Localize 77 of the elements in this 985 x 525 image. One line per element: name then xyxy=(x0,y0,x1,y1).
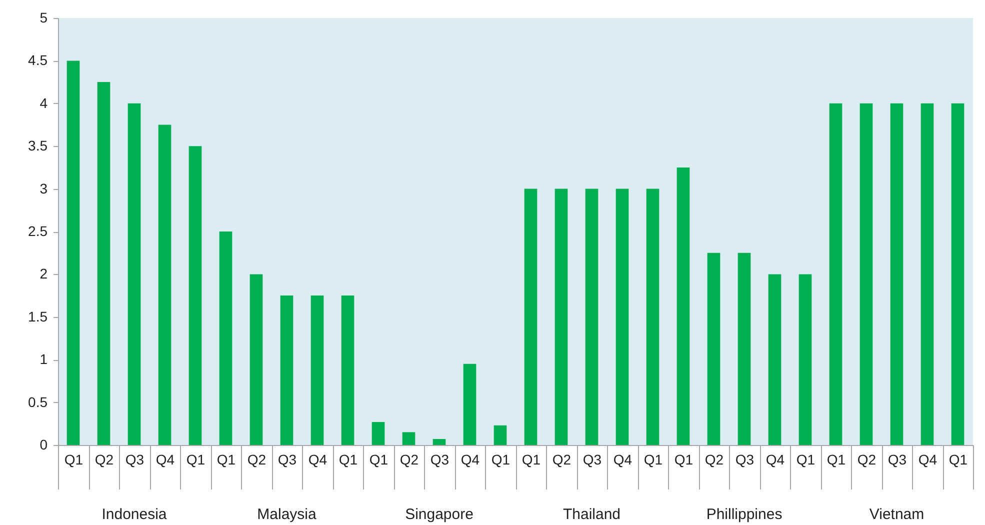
bar xyxy=(310,296,324,445)
x-tick-label: Q1 xyxy=(644,452,663,468)
bar xyxy=(280,296,294,445)
x-tick-label: Q2 xyxy=(400,452,419,468)
x-tick-label: Q4 xyxy=(613,452,632,468)
bar xyxy=(646,188,660,445)
bar xyxy=(768,274,782,445)
x-tick-label: Q2 xyxy=(94,452,114,468)
text: Thailand xyxy=(562,506,621,523)
bar xyxy=(158,124,172,445)
x-tick-label: Q1 xyxy=(338,452,358,468)
bar xyxy=(402,432,416,445)
bar xyxy=(951,103,964,445)
x-tick-label: Q1 xyxy=(369,452,388,468)
bar xyxy=(250,274,263,445)
x-tick-label: Q3 xyxy=(888,452,907,468)
x-tick-label: Q1 xyxy=(216,452,236,468)
bar xyxy=(494,425,507,445)
x-tick-label: Q4 xyxy=(918,452,938,468)
text: Singapore xyxy=(405,506,474,523)
text: Indonesia xyxy=(102,506,168,523)
y-tick-label: 2 xyxy=(40,266,48,282)
x-tick-label: Q3 xyxy=(125,452,144,468)
y-tick-label: 1.5 xyxy=(28,308,48,324)
bar xyxy=(890,103,904,445)
bar xyxy=(188,146,202,445)
bar xyxy=(676,167,690,445)
bar xyxy=(798,274,812,445)
bar xyxy=(128,103,141,445)
bar xyxy=(432,439,446,445)
bar xyxy=(372,422,385,445)
text: Vietnam xyxy=(869,506,924,523)
bar xyxy=(341,296,354,445)
y-tick-label: 3 xyxy=(40,180,48,196)
text: Phillippines xyxy=(706,506,782,523)
x-tick-label: Q1 xyxy=(948,452,968,468)
x-tick-label: Q3 xyxy=(430,452,450,468)
y-tick-label: 1 xyxy=(40,351,48,368)
x-tick-label: Q1 xyxy=(186,452,206,468)
x-tick-label: Q3 xyxy=(278,452,297,468)
bar xyxy=(554,188,568,445)
y-tick-label: 0 xyxy=(40,436,48,452)
x-tick-label: Q4 xyxy=(766,452,785,468)
x-tick-label: Q4 xyxy=(308,452,328,468)
bar xyxy=(97,82,110,445)
y-tick-label: 0.5 xyxy=(28,394,48,410)
y-tick-label: 4 xyxy=(40,94,48,111)
bar xyxy=(66,60,80,445)
bar xyxy=(219,232,232,445)
y-tick-label: 2.5 xyxy=(28,223,48,239)
bar xyxy=(585,188,598,445)
x-tick-label: Q1 xyxy=(826,452,846,468)
bar xyxy=(738,252,751,445)
x-tick-label: Q3 xyxy=(582,452,602,468)
x-tick-label: Q1 xyxy=(674,452,694,468)
x-tick-label: Q3 xyxy=(735,452,754,468)
x-tick-label: Q2 xyxy=(857,452,876,468)
bar xyxy=(463,364,476,445)
x-tick-label: Q2 xyxy=(552,452,572,468)
x-tick-label: Q4 xyxy=(460,452,480,468)
y-tick-label: 3.5 xyxy=(28,138,48,154)
x-tick-label: Q1 xyxy=(64,452,84,468)
bar xyxy=(616,188,629,445)
y-tick-label: 4.5 xyxy=(28,52,48,68)
x-tick-label: Q1 xyxy=(522,452,541,468)
x-tick-label: Q1 xyxy=(491,452,510,468)
bar xyxy=(524,188,538,445)
x-tick-label: Q2 xyxy=(247,452,266,468)
x-tick-label: Q2 xyxy=(704,452,724,468)
y-tick-label: 5 xyxy=(40,10,48,26)
x-tick-label: Q4 xyxy=(156,452,175,468)
text: Malaysia xyxy=(257,506,317,523)
bar xyxy=(920,103,934,445)
bar xyxy=(829,103,842,445)
x-tick-label: Q1 xyxy=(796,452,816,468)
bar xyxy=(707,252,720,445)
bar xyxy=(860,103,873,445)
